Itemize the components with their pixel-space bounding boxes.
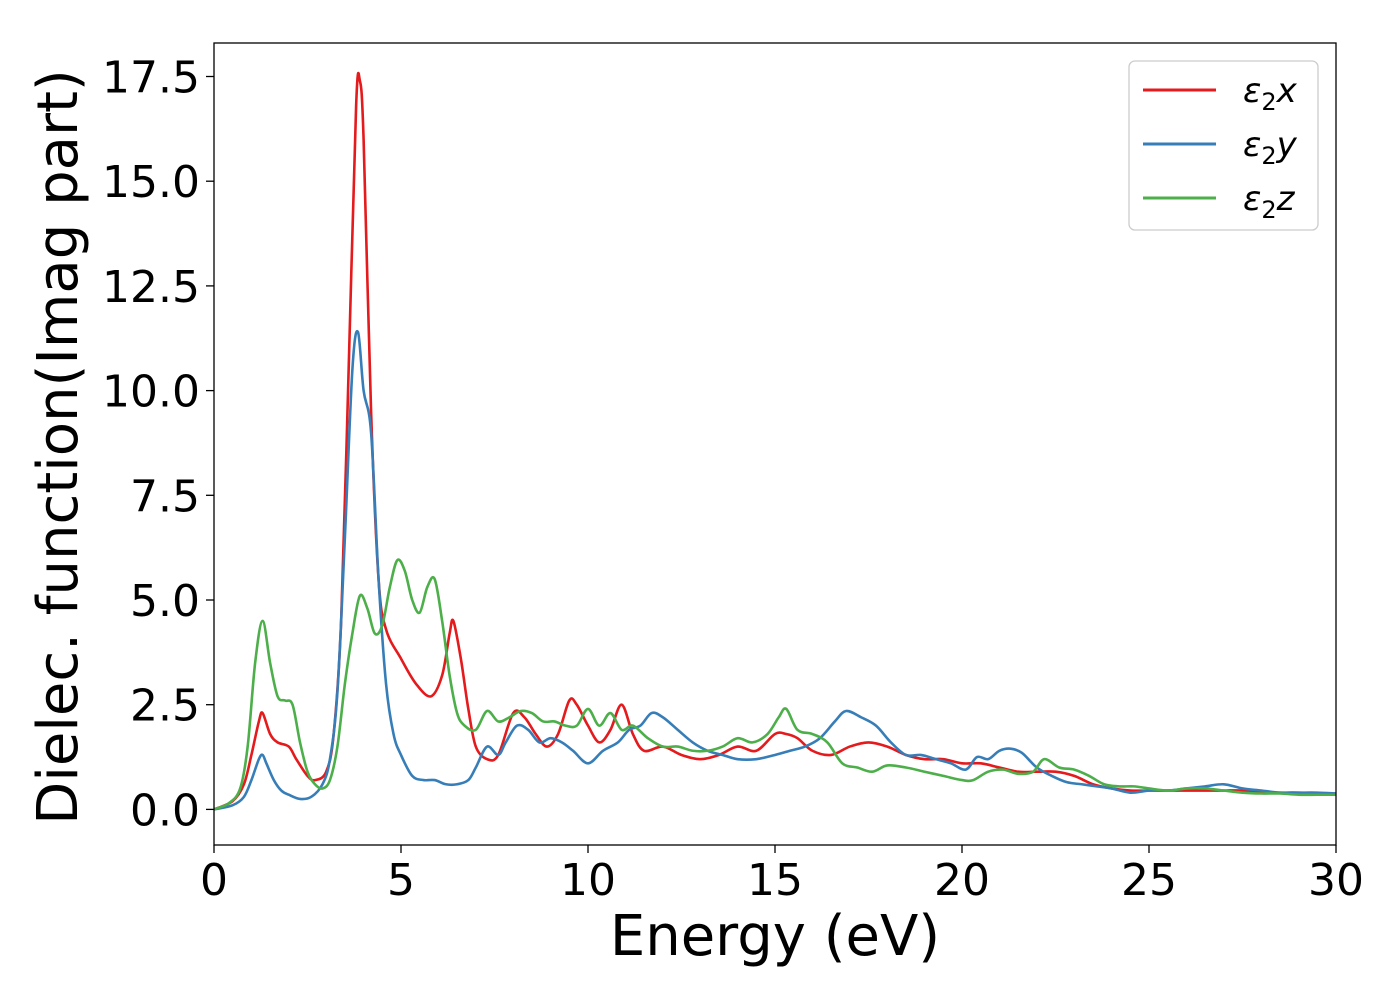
legend-label-suffix: x xyxy=(1276,71,1298,111)
x-tick-label: 25 xyxy=(1121,855,1177,906)
y-tick-label: 2.5 xyxy=(130,681,200,732)
legend-label-subscript: 2 xyxy=(1261,142,1276,170)
y-tick-label: 17.5 xyxy=(102,53,200,104)
y-tick-label: 5.0 xyxy=(130,576,200,627)
legend-label-x: ε2x xyxy=(1243,71,1298,116)
legend-label-base: ε xyxy=(1243,71,1261,111)
y-tick-label: 7.5 xyxy=(130,471,200,522)
legend-label-y: ε2y xyxy=(1243,125,1298,170)
x-tick-label: 0 xyxy=(200,855,228,906)
y-tick-label: 15.0 xyxy=(102,157,200,208)
legend-label-base: ε xyxy=(1243,125,1261,165)
legend-label-suffix: z xyxy=(1276,179,1296,219)
x-axis-label: Energy (eV) xyxy=(610,904,940,969)
series-lines xyxy=(214,71,1336,811)
plot-area: 0 5 10 15 20 25 30 0.0 2.5 5.0 7.5 10.0 12.5 15.0 17.5… xyxy=(26,42,1364,969)
series-line-z xyxy=(214,558,1336,811)
y-tick-label: 10.0 xyxy=(102,367,200,418)
x-tick-label: 10 xyxy=(560,855,616,906)
x-tick-label: 20 xyxy=(934,855,990,906)
y-tick-label: 12.5 xyxy=(102,262,200,313)
series-line-y xyxy=(214,329,1336,811)
legend-label-subscript: 2 xyxy=(1261,196,1276,224)
x-tick-label: 5 xyxy=(387,855,415,906)
y-tick-label: 0.0 xyxy=(130,785,200,836)
legend-label-base: ε xyxy=(1243,179,1261,219)
legend-box xyxy=(1128,60,1319,231)
y-axis-label: Dielec. function(Imag part) xyxy=(26,69,91,825)
x-tick-label: 15 xyxy=(747,855,803,906)
legend-label-z: ε2z xyxy=(1243,179,1296,224)
legend-label-suffix: y xyxy=(1276,125,1298,165)
x-tick-label: 30 xyxy=(1308,855,1364,906)
legend-label-subscript: 2 xyxy=(1261,88,1276,116)
